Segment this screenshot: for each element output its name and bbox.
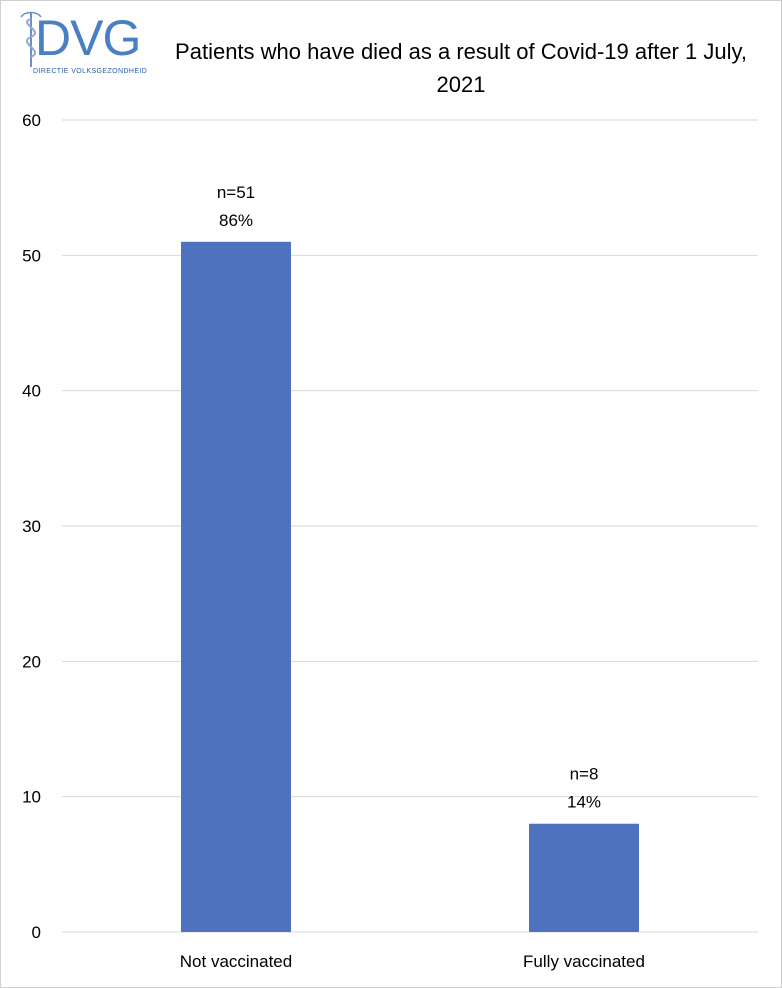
data-label-percent: 14%: [567, 793, 601, 812]
logo-subtitle: DIRECTIE VOLKSGEZONDHEID: [33, 68, 148, 75]
dvg-logo: DVG DIRECTIE VOLKSGEZONDHEID: [11, 7, 153, 79]
y-tick-label: 20: [22, 652, 41, 671]
data-label-percent: 86%: [219, 211, 253, 230]
gridlines: [62, 119, 758, 933]
y-tick-label: 50: [22, 246, 41, 265]
y-tick-label: 60: [22, 111, 41, 130]
bars: [181, 241, 639, 933]
data-label-count: n=8: [570, 765, 599, 784]
labels: 0 10 20 30 40 50 60 Not vaccinated n=51 86% Fully …: [22, 111, 645, 971]
x-tick-label: Not vaccinated: [180, 952, 292, 971]
data-label-count: n=51: [217, 183, 255, 202]
y-tick-label: 40: [22, 382, 41, 401]
bar-not-vaccinated: [181, 241, 291, 933]
caduceus-icon: [20, 11, 42, 67]
bar-fully-vaccinated: [529, 823, 639, 932]
y-tick-label: 10: [22, 788, 41, 807]
y-tick-label: 0: [32, 923, 41, 942]
y-tick-label: 30: [22, 517, 41, 536]
logo-text: DVG: [35, 10, 141, 66]
x-tick-label: Fully vaccinated: [523, 952, 645, 971]
chart-title: Patients who have died as a result of Co…: [175, 39, 747, 97]
